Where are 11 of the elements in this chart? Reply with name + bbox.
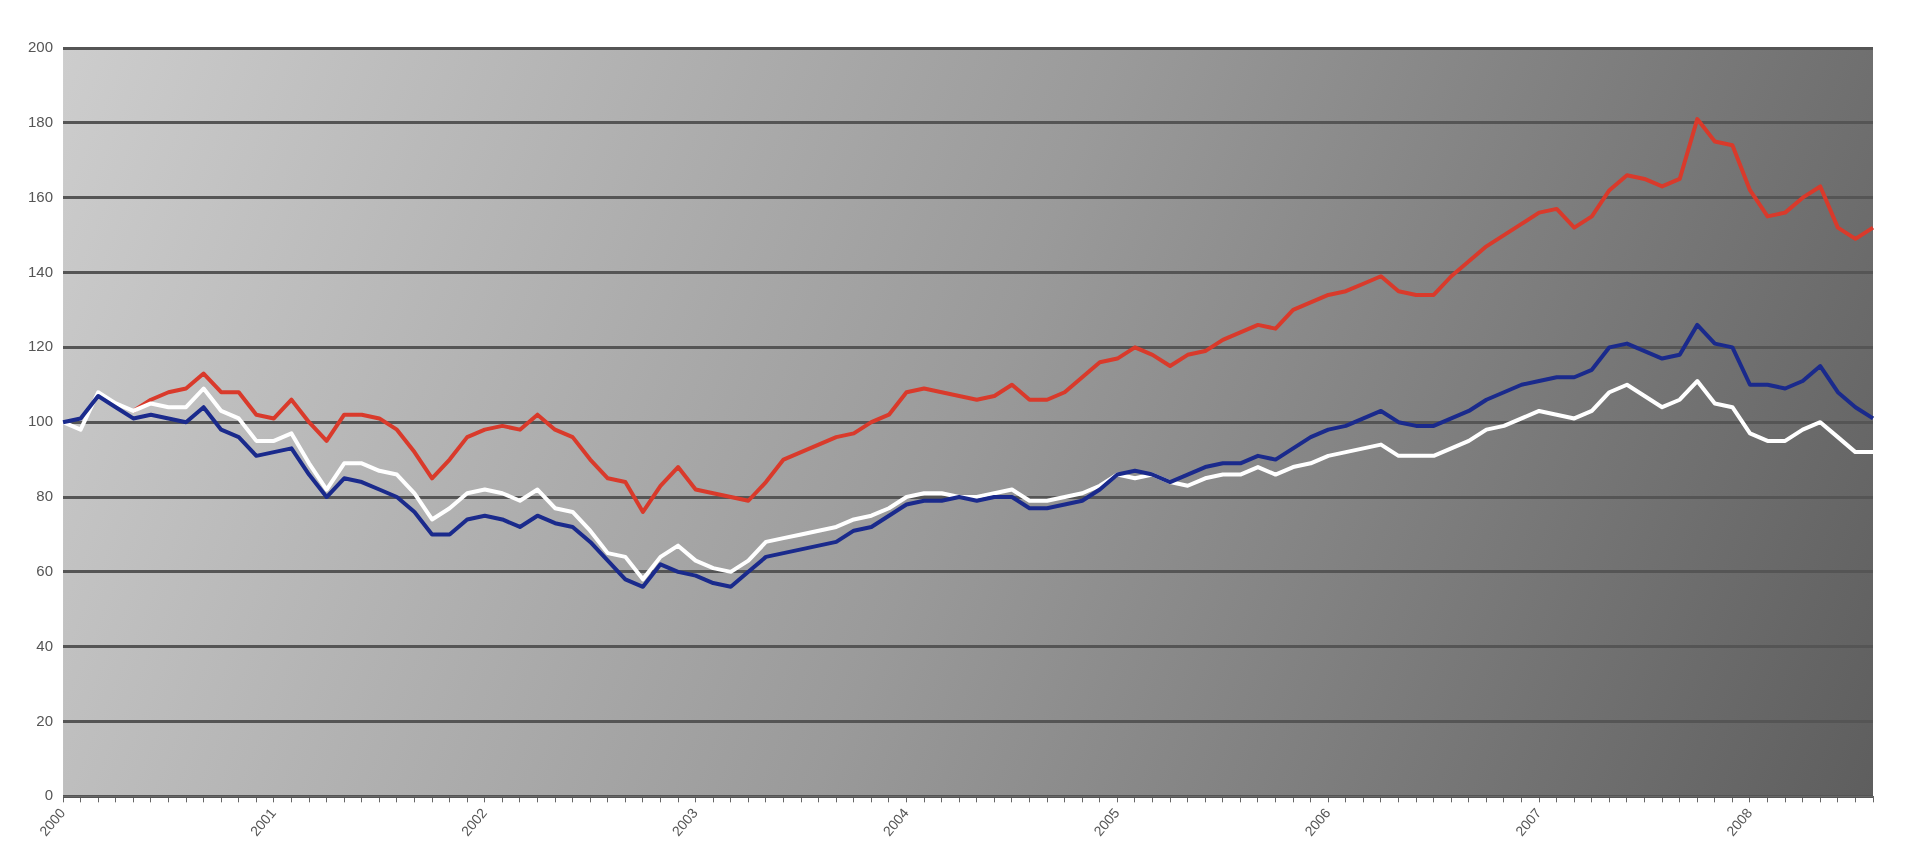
y-tick-label: 180 [28, 112, 54, 130]
y-tick-label: 60 [36, 561, 54, 579]
y-tick-label: 40 [36, 636, 54, 654]
y-tick-label: 160 [28, 187, 54, 205]
y-tick-label: 140 [28, 262, 54, 280]
y-tick-label: 80 [36, 487, 54, 505]
y-tick-label: 0 [44, 786, 54, 804]
y-tick-label: 100 [28, 412, 54, 430]
y-tick-label: 20 [36, 711, 54, 729]
y-tick-label: 120 [28, 337, 54, 355]
y-tick-label: 200 [28, 38, 54, 56]
